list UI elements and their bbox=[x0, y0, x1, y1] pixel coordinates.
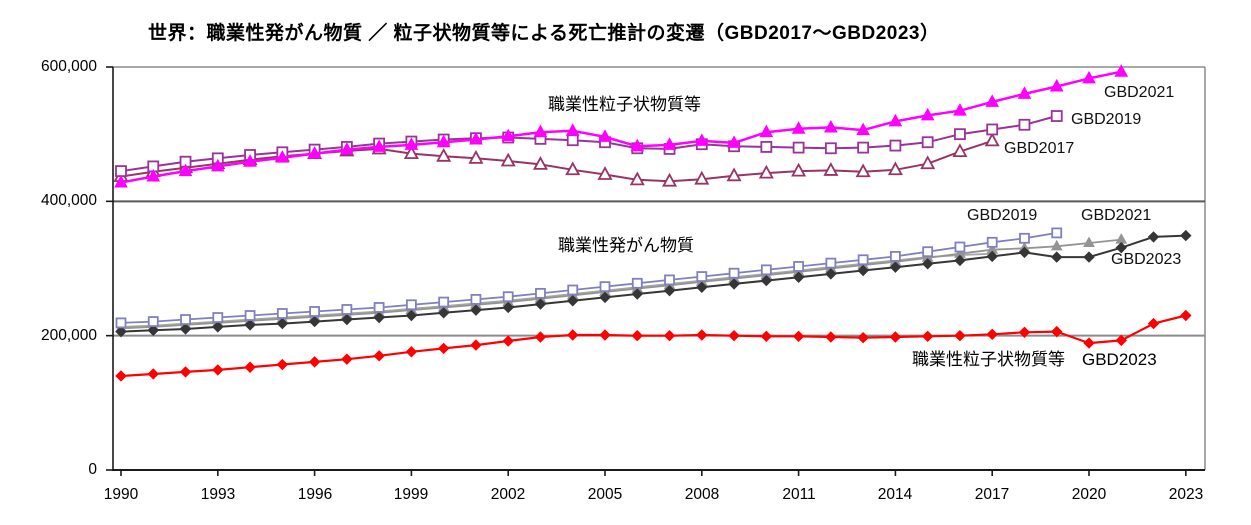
series-label-carcinogens-gbd2019: GBD2019 bbox=[967, 207, 1038, 224]
series-label-particulates-gbd2023: 職業性粒子状物質等 GBD2023 bbox=[912, 350, 1157, 369]
series-label-particulates-gbd2021: GBD2021 bbox=[1104, 84, 1175, 101]
x-axis-label-1999: 1999 bbox=[393, 486, 429, 503]
series-label-carcinogens-gbd2023: GBD2023 bbox=[1111, 251, 1182, 268]
x-axis-label-1990: 1990 bbox=[103, 486, 139, 503]
group-label-carcinogens: 職業性発がん物質 bbox=[558, 236, 694, 255]
x-axis-label-2017: 2017 bbox=[974, 486, 1010, 503]
x-axis-label-2011: 2011 bbox=[782, 486, 816, 503]
series-label-particulates-gbd2017: GBD2017 bbox=[1004, 140, 1075, 157]
x-axis-label-2014: 2014 bbox=[877, 486, 913, 503]
x-axis-label-2020: 2020 bbox=[1071, 486, 1107, 503]
x-axis-label-2002: 2002 bbox=[490, 486, 526, 503]
series-label-particulates-gbd2019: GBD2019 bbox=[1071, 111, 1142, 128]
y-axis-label-0: 0 bbox=[88, 461, 97, 478]
x-axis-label-2023: 2023 bbox=[1168, 486, 1204, 503]
chart-title: 世界：職業性発がん物質 ／ 粒子状物質等による死亡推計の変遷（GBD2017～G… bbox=[148, 23, 940, 44]
x-axis-label-2005: 2005 bbox=[587, 486, 623, 503]
y-axis-label-600000: 600,000 bbox=[40, 58, 97, 75]
y-axis-label-200000: 200,000 bbox=[40, 327, 97, 344]
x-axis-label-2008: 2008 bbox=[684, 486, 720, 503]
y-axis-label-400000: 400,000 bbox=[40, 192, 97, 209]
x-axis-label-1996: 1996 bbox=[297, 486, 333, 503]
series-label-carcinogens-gbd2021: GBD2021 bbox=[1081, 207, 1152, 224]
group-label-particulates: 職業性粒子状物質等 bbox=[548, 95, 701, 114]
x-axis-label-1993: 1993 bbox=[200, 486, 236, 503]
